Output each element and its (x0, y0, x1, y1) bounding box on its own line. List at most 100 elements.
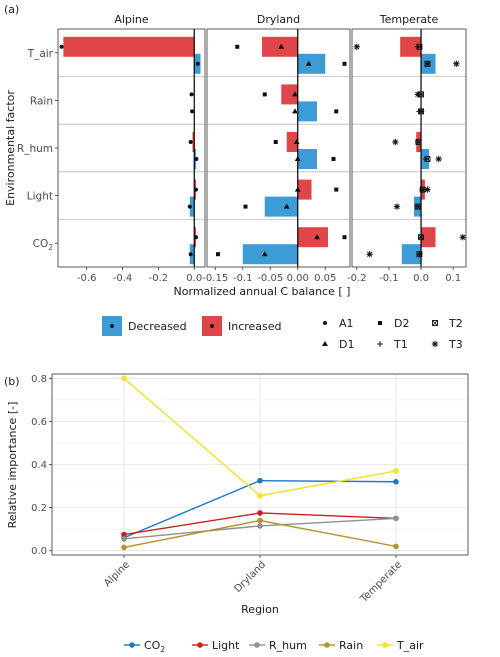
marker-plus (422, 156, 429, 162)
point-d1 (293, 139, 300, 144)
marker-square (342, 61, 347, 66)
point-t1 (418, 91, 425, 98)
series-point (121, 536, 127, 542)
x-tick-label: -0.1 (233, 273, 253, 284)
x-tick-label: -0.4 (113, 273, 133, 284)
legend-marker-t2 (432, 320, 438, 326)
marker-triangle (294, 186, 301, 192)
point-t3 (393, 203, 401, 210)
marker-triangle (283, 203, 290, 209)
marker-square (243, 204, 248, 209)
y-tick-label: 0.2 (31, 503, 47, 514)
marker-plus (414, 139, 421, 145)
marker-square (273, 140, 278, 144)
marker-plus (419, 186, 426, 193)
marker-dot (194, 187, 199, 192)
marker-square (334, 187, 339, 192)
marker-square (262, 92, 267, 97)
point-d2 (334, 109, 339, 114)
legend-swatch-dot (210, 324, 214, 328)
point-t3 (414, 91, 422, 98)
point-t1 (414, 43, 421, 50)
series-t_air (121, 375, 399, 499)
legend-marker-a1 (323, 321, 327, 325)
bar-increased (286, 132, 298, 152)
point-a1 (189, 92, 194, 97)
y-tick-label-rain: Rain (30, 95, 53, 107)
x-tick-label: 0.1 (445, 273, 461, 284)
x-tick-label: -0.6 (77, 273, 97, 284)
x-tick-label: -0.2 (347, 273, 367, 284)
legend-label-rain: Rain (339, 639, 363, 652)
facet-dryland: Dryland -0.15 -0.1 -0.05 0.00 0.05 (202, 8, 351, 284)
series-point (393, 543, 399, 550)
point-d2 (342, 235, 347, 240)
facet-strip (207, 8, 350, 29)
legend-shape-label-t1: T1 (393, 338, 408, 351)
marker-square (331, 157, 336, 161)
point-t1 (419, 186, 426, 193)
bar-decreased (297, 101, 317, 122)
marker-asterisk (414, 91, 422, 98)
series-point (393, 515, 399, 522)
marker-triangle (305, 60, 312, 66)
y-tick-label-light: Light (27, 191, 53, 203)
marker-triangle (314, 234, 320, 240)
legend-label-decreased: Decreased (128, 320, 187, 333)
x-tick-label: 0.05 (314, 273, 336, 284)
legend-series: CO2 Light R_hum Rain T_air (124, 639, 424, 654)
marker-dot (323, 321, 327, 325)
marker-square (378, 321, 382, 325)
bar-increased (297, 227, 328, 248)
bar-decreased (264, 196, 298, 217)
x-tick-label-temperate: Temperate (358, 559, 404, 605)
point-t3 (459, 234, 466, 241)
x-tick-label: -0.1 (379, 273, 399, 284)
point-d1 (314, 234, 320, 240)
point-d1 (278, 43, 285, 49)
legend-marker-t3 (431, 340, 439, 348)
x-tick-label: -0.05 (257, 273, 283, 284)
point-d1 (305, 60, 312, 66)
legend-point-light (197, 642, 203, 648)
point-d1 (294, 186, 301, 192)
point-d2 (273, 140, 278, 144)
legend-point-rain (324, 642, 330, 648)
panel-b: (b) 0.0 0.2 0.4 0.6 0.8 Alpine Dryland Temperate… (4, 373, 469, 654)
point-d2 (342, 61, 347, 66)
x-axis-title: Region (241, 603, 279, 616)
x-tick-label: -0.15 (202, 273, 228, 284)
point-d1 (283, 203, 290, 209)
point-d1 (292, 108, 298, 114)
legend-label-t_air: T_air (396, 639, 424, 652)
marker-plus (416, 251, 423, 258)
marker-dot (194, 157, 199, 161)
marker-plus (377, 341, 383, 347)
facet-border (206, 28, 351, 268)
legend-shape-label-a1: A1 (339, 317, 354, 330)
legend-fill: Decreased Increased (102, 316, 282, 336)
facet-title: Dryland (257, 13, 300, 26)
facet-strip (58, 8, 205, 29)
bar-increased (281, 84, 298, 105)
legend-shape-label-d2: D2 (394, 317, 409, 330)
point-t1 (422, 156, 429, 162)
series-point (121, 375, 127, 382)
marker-boxed-x-lines (432, 320, 438, 326)
bar-increased (192, 132, 195, 152)
point-t1 (418, 234, 425, 241)
facet-title: Alpine (114, 13, 149, 26)
point-t3 (366, 251, 373, 258)
bar-increased (421, 227, 436, 248)
point-t1 (424, 60, 431, 67)
marker-asterisk (393, 203, 401, 210)
marker-asterisk (431, 340, 439, 348)
y-tick-label-co2: CO2 (33, 238, 54, 252)
legend-marker-t1 (377, 341, 383, 347)
point-t3 (435, 155, 442, 163)
point-a1 (187, 204, 192, 209)
marker-dot (195, 61, 200, 66)
panel-label-a: (a) (4, 3, 19, 16)
series-point (257, 510, 263, 516)
legend-marker-d1 (322, 341, 328, 346)
